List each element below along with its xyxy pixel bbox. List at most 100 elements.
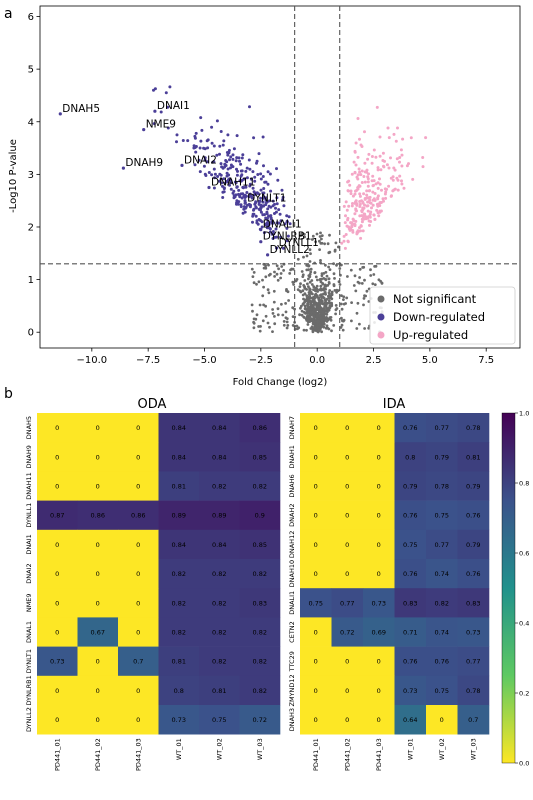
point-not-significant [340,316,343,320]
point-up-regulated [400,153,404,157]
point-up-regulated [398,156,402,159]
point-not-significant [320,241,324,245]
point-down-regulated [261,200,265,204]
gene-label-dnai1: DNAI1 [157,100,190,112]
heatmap-cell-value: 0 [136,453,140,461]
heatmap-cell-value: 0.82 [172,629,186,637]
heatmap-cell [457,705,490,735]
heatmap-cell-value: 0 [55,483,59,491]
heatmap-cell [199,500,240,531]
point-not-significant [330,301,333,305]
point-up-regulated [374,182,378,186]
point-not-significant [315,314,319,318]
point-up-regulated [421,156,425,159]
heatmap-row-label: DYNLL1 [25,503,33,528]
point-up-regulated [349,192,353,196]
point-not-significant [323,284,327,288]
point-up-regulated [359,224,363,228]
point-up-regulated [376,168,380,172]
heatmap-cell-value: 0.73 [50,658,64,666]
point-down-regulated [255,191,259,195]
point-not-significant [282,269,285,272]
point-not-significant [316,308,320,311]
heatmap-row-label: DNAH10 [288,560,296,587]
heatmap-cell-value: 0 [136,629,140,637]
point-not-significant [261,294,265,298]
point-not-significant [310,283,314,286]
heatmap-cell-value: 0.67 [91,629,105,637]
point-down-regulated [271,230,275,233]
point-down-regulated [254,200,258,204]
point-not-significant [273,322,277,326]
point-not-significant [324,277,327,281]
point-not-significant [313,326,317,330]
point-labeled-nme9 [142,128,146,132]
volcano-plot: −10.0 −7.5 −5.0 −2.5 0.0 2.5 5.0 7.5 0 1 2 3 4 5 6 DN… [8,5,521,388]
heatmap-cell [199,442,240,472]
point-up-regulated [351,194,355,198]
point-down-regulated [253,175,257,179]
heatmap-cell-value: 0.78 [466,424,480,432]
point-not-significant [333,289,337,292]
point-down-regulated [210,125,214,129]
point-up-regulated [349,221,353,225]
heatmap-cell-value: 0.86 [131,512,145,520]
heatmap-row-label: DNAH7 [288,416,296,439]
point-down-regulated [259,172,263,176]
point-not-significant [334,312,337,316]
heatmap-cell-value: 0 [136,687,140,695]
point-down-regulated [217,179,221,183]
heatmap-cell-value: 0.76 [466,512,480,520]
colorbar-tick-label: 1.0 [519,410,529,418]
point-not-significant [275,272,279,276]
point-not-significant [312,321,316,325]
heatmap-cell [239,559,281,589]
heatmap-cell [77,705,119,735]
point-not-significant [322,308,326,311]
point-labeled-dnali1 [259,228,263,232]
heatmap-cell-value: 0 [96,599,100,607]
point-up-regulated [360,214,364,218]
point-down-regulated [265,200,269,204]
point-up-regulated [378,182,382,186]
heatmap-cell [37,646,78,677]
point-down-regulated [237,188,241,192]
point-down-regulated [275,196,279,200]
heatmap-cell-value: 0 [136,599,140,607]
point-not-significant [342,295,346,299]
heatmap-cell [457,471,490,501]
point-not-significant [255,282,258,286]
legend: Not significant Down-regulated Up-regula… [369,286,516,345]
point-up-regulated [362,175,366,178]
heatmap-cell [394,442,427,472]
colorbar-tick-label: 0.0 [519,760,529,768]
heatmap-cell [363,413,395,443]
heatmap-cell-value: 0 [55,570,59,578]
heatmap-cell-value: 0 [440,716,444,724]
heatmap-cell [239,675,281,706]
point-up-regulated [358,194,362,198]
gene-label-dynlrb1: DYNLRB1 [263,231,312,243]
point-down-regulated [256,173,260,176]
point-not-significant [338,267,342,270]
point-not-significant [307,274,311,277]
legend-marker-down-regulated [377,313,385,321]
point-up-regulated [391,175,395,179]
point-up-regulated [381,159,385,162]
point-not-significant [328,233,331,237]
heatmap-cell [331,442,364,472]
point-down-regulated [269,205,273,209]
heatmap-cell [158,617,200,647]
point-down-regulated [264,196,268,200]
point-up-regulated [363,180,367,184]
point-not-significant [306,282,309,286]
heatmap-cell-value: 0.76 [403,658,417,666]
point-not-significant [323,305,327,308]
heatmap-row-label: DNAL1 [25,621,33,643]
point-not-significant [332,284,336,288]
point-up-regulated [354,141,358,145]
heatmap-cell-value: 0.81 [172,658,186,666]
point-down-regulated [235,167,238,171]
point-not-significant [353,274,357,278]
point-not-significant [296,257,300,261]
